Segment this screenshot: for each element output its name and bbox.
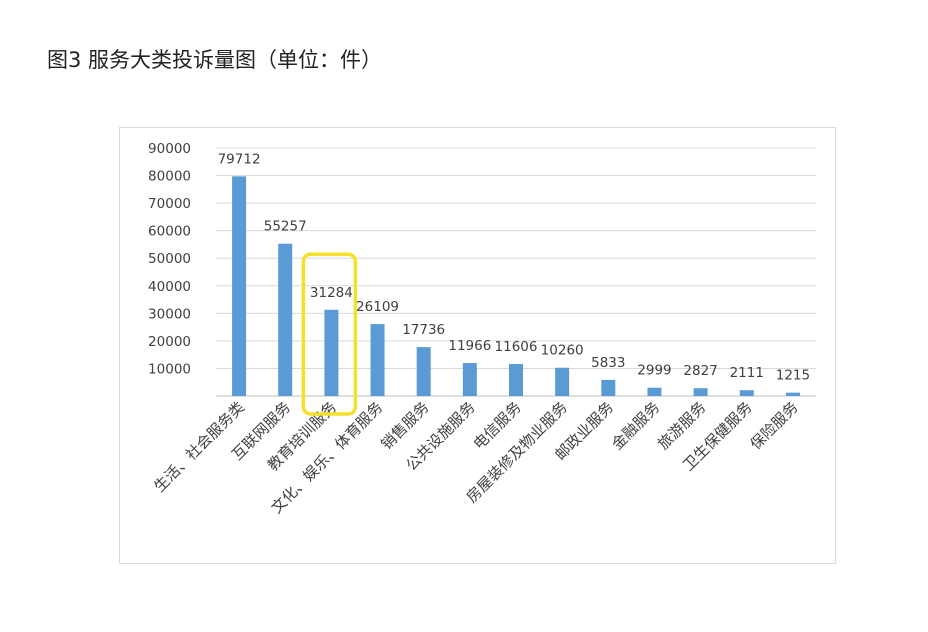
bar xyxy=(647,387,662,396)
figure-title: 图3 服务大类投诉量图（单位：件） xyxy=(47,48,383,72)
bar-value-label: 5833 xyxy=(591,355,625,371)
bar xyxy=(416,347,431,396)
bar-value-label: 11966 xyxy=(448,338,491,354)
bar-value-label: 26109 xyxy=(356,299,399,315)
y-tick-label: 70000 xyxy=(148,196,191,212)
bar xyxy=(509,364,523,396)
y-tick-label: 60000 xyxy=(148,224,191,240)
y-tick-label: 90000 xyxy=(148,141,191,157)
bar xyxy=(601,379,616,396)
y-tick-label: 80000 xyxy=(148,169,191,185)
bar xyxy=(739,390,754,396)
x-tick-label: 金融服务 xyxy=(608,398,663,453)
x-tick-label: 保险服务 xyxy=(747,398,802,453)
bar-value-label: 55257 xyxy=(264,219,307,235)
bar xyxy=(462,363,477,396)
bar-value-label: 2999 xyxy=(637,363,671,379)
bar xyxy=(324,309,339,396)
y-tick-label: 40000 xyxy=(148,279,191,295)
bar-chart: 10000 20000 30000 40000 50000 60000 70000 80000… xyxy=(148,141,816,517)
bar xyxy=(693,388,708,396)
chart-frame: 10000 20000 30000 40000 50000 60000 70000 80000… xyxy=(119,127,836,564)
bar xyxy=(555,367,570,396)
highlight-box xyxy=(301,252,358,416)
bar-value-label: 2111 xyxy=(730,365,764,381)
bar-value-label: 1215 xyxy=(776,368,810,384)
bar-value-label: 79712 xyxy=(218,151,261,167)
y-tick-label: 10000 xyxy=(148,361,191,377)
bar-value-label: 31284 xyxy=(310,285,353,301)
bar xyxy=(278,243,293,396)
y-tick-label: 20000 xyxy=(148,334,191,350)
bar-value-label: 17736 xyxy=(402,322,445,338)
bar-value-label: 2827 xyxy=(683,363,717,379)
y-tick-label: 50000 xyxy=(148,251,191,267)
bar xyxy=(785,392,800,396)
y-tick-label: 30000 xyxy=(148,306,191,322)
bar xyxy=(232,176,247,396)
bar-value-label: 11606 xyxy=(495,339,538,355)
bar-value-label: 10260 xyxy=(541,343,584,359)
bar xyxy=(370,324,385,396)
